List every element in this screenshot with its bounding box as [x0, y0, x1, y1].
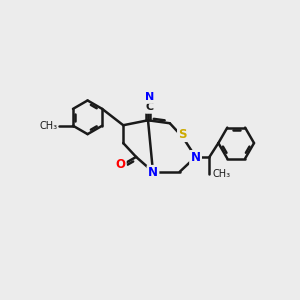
Text: C: C — [146, 102, 154, 112]
Text: N: N — [190, 152, 201, 164]
Text: O: O — [115, 158, 125, 171]
Text: N: N — [146, 92, 154, 103]
Text: CH₃: CH₃ — [39, 121, 57, 131]
Text: N: N — [148, 166, 158, 179]
Text: S: S — [178, 128, 187, 141]
Text: CH₃: CH₃ — [212, 169, 230, 179]
